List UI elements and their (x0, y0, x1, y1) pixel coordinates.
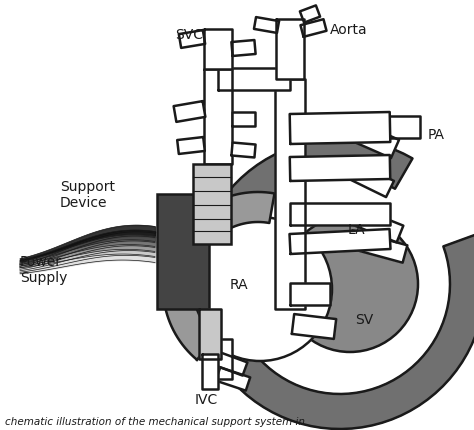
Polygon shape (290, 230, 391, 255)
Polygon shape (346, 206, 403, 243)
Polygon shape (231, 143, 255, 158)
Polygon shape (195, 140, 474, 429)
Text: RA: RA (230, 277, 249, 291)
Text: Power
Supply: Power Supply (20, 254, 67, 284)
Text: Aorta: Aorta (330, 23, 368, 37)
Polygon shape (202, 354, 218, 389)
FancyBboxPatch shape (193, 165, 231, 244)
Polygon shape (204, 339, 232, 379)
Polygon shape (254, 18, 279, 34)
Polygon shape (218, 69, 290, 91)
Polygon shape (276, 20, 304, 80)
Polygon shape (388, 117, 420, 139)
Polygon shape (290, 203, 390, 225)
Polygon shape (290, 156, 390, 181)
Circle shape (188, 218, 332, 361)
Text: Support
Device: Support Device (60, 179, 115, 209)
Polygon shape (231, 41, 255, 57)
Polygon shape (204, 30, 232, 70)
Polygon shape (301, 20, 327, 38)
Polygon shape (300, 6, 320, 24)
Polygon shape (290, 113, 390, 144)
Polygon shape (163, 193, 274, 360)
Polygon shape (290, 283, 330, 305)
FancyBboxPatch shape (157, 194, 209, 309)
Polygon shape (216, 353, 247, 376)
Polygon shape (199, 309, 221, 359)
Polygon shape (173, 102, 205, 123)
Text: chematic illustration of the mechanical support system in: chematic illustration of the mechanical … (5, 416, 305, 426)
Polygon shape (275, 80, 305, 309)
Polygon shape (347, 231, 407, 263)
Text: SV: SV (355, 312, 373, 326)
Text: IVC: IVC (195, 392, 218, 406)
Polygon shape (179, 31, 205, 49)
Polygon shape (292, 314, 336, 339)
Circle shape (282, 216, 418, 352)
Polygon shape (232, 113, 255, 127)
Polygon shape (216, 368, 250, 391)
Polygon shape (204, 70, 232, 165)
Polygon shape (341, 119, 399, 159)
Polygon shape (341, 160, 394, 198)
Text: SVC: SVC (175, 28, 203, 42)
Text: PA: PA (428, 128, 445, 141)
Polygon shape (177, 138, 205, 155)
Text: LA: LA (348, 222, 365, 236)
